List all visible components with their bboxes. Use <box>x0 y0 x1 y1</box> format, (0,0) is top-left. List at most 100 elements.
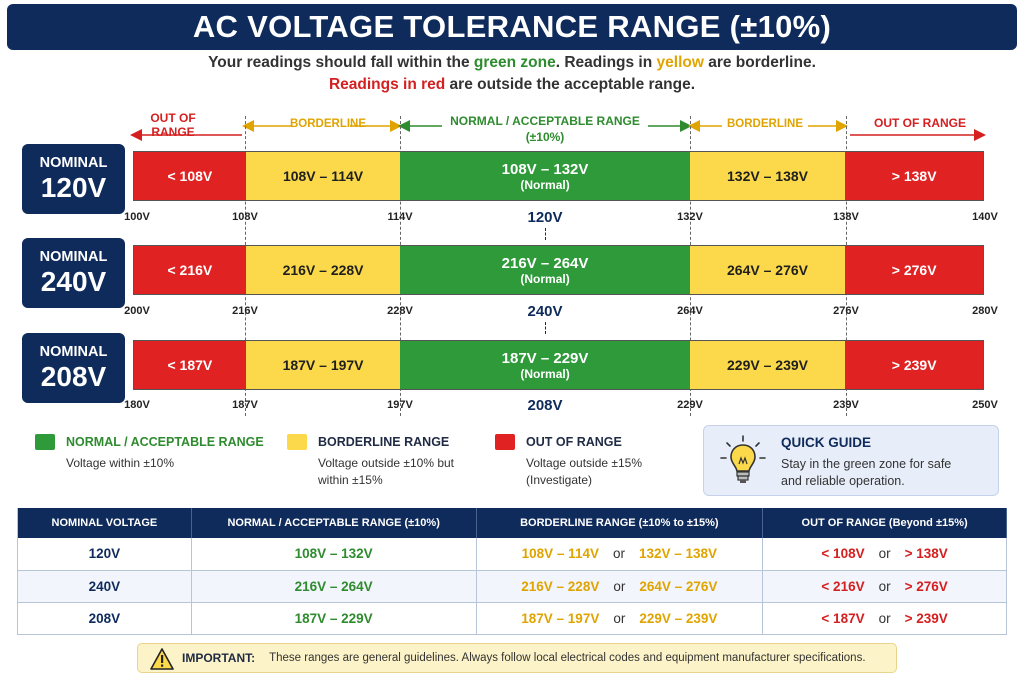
tick-label: 187V <box>232 399 258 411</box>
segment-borderline-low: 187V – 197V <box>245 341 401 389</box>
range-text: 108V – 114V <box>521 546 599 562</box>
segment-text: < 216V <box>167 262 213 278</box>
segment-normal: 108V – 132V (Normal) <box>400 152 690 200</box>
tick-label: 138V <box>833 211 859 223</box>
segment-text: 187V – 197V <box>282 357 364 373</box>
segment-text: 108V – 132V <box>501 160 589 178</box>
table-header: OUT OF RANGE (Beyond ±15%) <box>762 508 1007 538</box>
legend-swatch-yellow <box>287 434 307 450</box>
nominal-badge-208: NOMINAL 208V <box>22 333 125 403</box>
legend-desc-line: Voltage outside ±10% but <box>318 456 455 470</box>
table-cell-normal: 216V – 264V <box>191 570 477 603</box>
segment-borderline-low: 108V – 114V <box>245 152 401 200</box>
nominal-label: NOMINAL <box>39 343 108 360</box>
table-cell-nominal: 208V <box>17 602 192 635</box>
subtitle-green-text: green zone <box>473 54 556 71</box>
table-cell-borderline: 187V – 197V or 229V – 239V <box>476 602 764 635</box>
lightbulb-icon <box>720 435 766 483</box>
legend-out-desc: Voltage outside ±15% (Investigate) <box>526 455 642 489</box>
table-row: 240V 216V – 264V 216V – 228V or 264V – 276… <box>17 570 1007 603</box>
tick-label: 229V <box>677 399 703 411</box>
center-tick-label: 240V <box>527 303 563 320</box>
table-header: NOMINAL VOLTAGE <box>17 508 192 538</box>
segment-low: < 216V <box>134 246 246 294</box>
subtitle-text: are outside the acceptable range. <box>445 76 696 93</box>
segment-subtext: (Normal) <box>520 177 570 192</box>
quick-guide-title: QUICK GUIDE <box>781 435 872 450</box>
center-line <box>545 228 546 240</box>
tick-label: 280V <box>972 305 998 317</box>
segment-high: > 276V <box>845 246 983 294</box>
tick-label: 180V <box>124 399 150 411</box>
table-row: 120V 108V – 132V 108V – 114V or 132V – 138… <box>17 538 1007 571</box>
segment-text: < 187V <box>167 357 213 373</box>
title-bar: AC VOLTAGE TOLERANCE RANGE (±10%) <box>7 4 1017 50</box>
table-cell-nominal: 240V <box>17 570 192 603</box>
nominal-value: 240V <box>40 265 107 297</box>
or-text: or <box>878 578 891 594</box>
segment-normal: 187V – 229V (Normal) <box>400 341 690 389</box>
nominal-badge-120: NOMINAL 120V <box>22 144 125 214</box>
range-text: 187V – 197V <box>521 610 600 626</box>
range-bar-120: < 108V 108V – 114V 108V – 132V (Normal) 1… <box>133 151 984 201</box>
warning-icon <box>150 648 174 670</box>
legend-borderline-desc: Voltage outside ±10% but within ±15% <box>318 455 454 489</box>
segment-borderline-high: 264V – 276V <box>689 246 846 294</box>
segment-borderline-low: 216V – 228V <box>245 246 401 294</box>
subtitle-line-1: Your readings should fall within the gre… <box>0 54 1024 72</box>
zone-normal: NORMAL / ACCEPTABLE RANGE <box>450 114 640 128</box>
table-header: NORMAL / ACCEPTABLE RANGE (±10%) <box>191 508 477 538</box>
or-text: or <box>878 610 891 626</box>
legend-normal-desc: Voltage within ±10% <box>66 456 174 470</box>
nominal-label: NOMINAL <box>39 154 108 171</box>
nominal-label: NOMINAL <box>39 248 108 265</box>
range-text: 132V – 138V <box>638 546 718 562</box>
segment-low: < 108V <box>134 152 246 200</box>
segment-borderline-high: 229V – 239V <box>689 341 846 389</box>
center-tick-label: 120V <box>527 209 563 226</box>
zone-normal-sub: (±10%) <box>525 130 565 144</box>
legend-normal-title: NORMAL / ACCEPTABLE RANGE <box>66 435 264 449</box>
segment-borderline-high: 132V – 138V <box>689 152 846 200</box>
or-text: or <box>613 578 626 594</box>
segment-subtext: (Normal) <box>520 366 570 381</box>
segment-high: > 239V <box>845 341 983 389</box>
subtitle-text: Your readings should fall within the <box>208 54 474 71</box>
legend-borderline-title: BORDERLINE RANGE <box>318 435 450 449</box>
legend-desc-line: Voltage outside ±15% <box>526 456 643 470</box>
table-cell-borderline: 216V – 228V or 264V – 276V <box>476 570 764 603</box>
legend-desc-line: (Investigate) <box>526 473 593 487</box>
important-text: These ranges are general guidelines. Alw… <box>269 652 866 664</box>
tick-label: 132V <box>677 211 703 223</box>
or-text: or <box>878 546 891 562</box>
quick-guide-desc: Stay in the green zone for safe and reli… <box>781 456 991 490</box>
segment-text: > 239V <box>891 357 937 373</box>
quick-guide-line: and reliable operation. <box>781 474 905 488</box>
summary-table: NOMINAL VOLTAGE NORMAL / ACCEPTABLE RANG… <box>17 508 1007 635</box>
subtitle-text: are borderline. <box>703 54 816 71</box>
table-cell-out: < 187V or > 239V <box>762 602 1007 635</box>
range-text: 229V – 239V <box>639 610 718 626</box>
important-label: IMPORTANT: <box>182 651 256 665</box>
segment-normal: 216V – 264V (Normal) <box>400 246 690 294</box>
segment-text: > 276V <box>891 262 937 278</box>
legend-desc-line: within ±15% <box>318 473 383 487</box>
table-row: 208V 187V – 229V 187V – 197V or 229V – 239… <box>17 602 1007 635</box>
range-bar-240: < 216V 216V – 228V 216V – 264V (Normal) 2… <box>133 245 984 295</box>
range-text: 264V – 276V <box>639 578 718 594</box>
segment-text: 229V – 239V <box>727 357 808 373</box>
range-text: > 138V <box>904 546 948 562</box>
tick-label: 108V <box>232 211 258 223</box>
range-text: < 187V <box>821 610 865 626</box>
table-cell-borderline: 108V – 114V or 132V – 138V <box>476 538 764 571</box>
nominal-badge-240: NOMINAL 240V <box>22 238 125 308</box>
segment-subtext: (Normal) <box>520 271 570 286</box>
tick-label: 216V <box>232 305 258 317</box>
table-cell-nominal: 120V <box>17 538 192 571</box>
zone-arrows <box>130 120 986 141</box>
range-bar-208: < 187V 187V – 197V 187V – 229V (Normal) 2… <box>133 340 984 390</box>
tick-label: 200V <box>124 305 150 317</box>
range-text: > 276V <box>904 578 948 594</box>
segment-text: 108V – 114V <box>282 168 364 184</box>
subtitle-line-2: Readings in red are outside the acceptab… <box>0 76 1024 94</box>
